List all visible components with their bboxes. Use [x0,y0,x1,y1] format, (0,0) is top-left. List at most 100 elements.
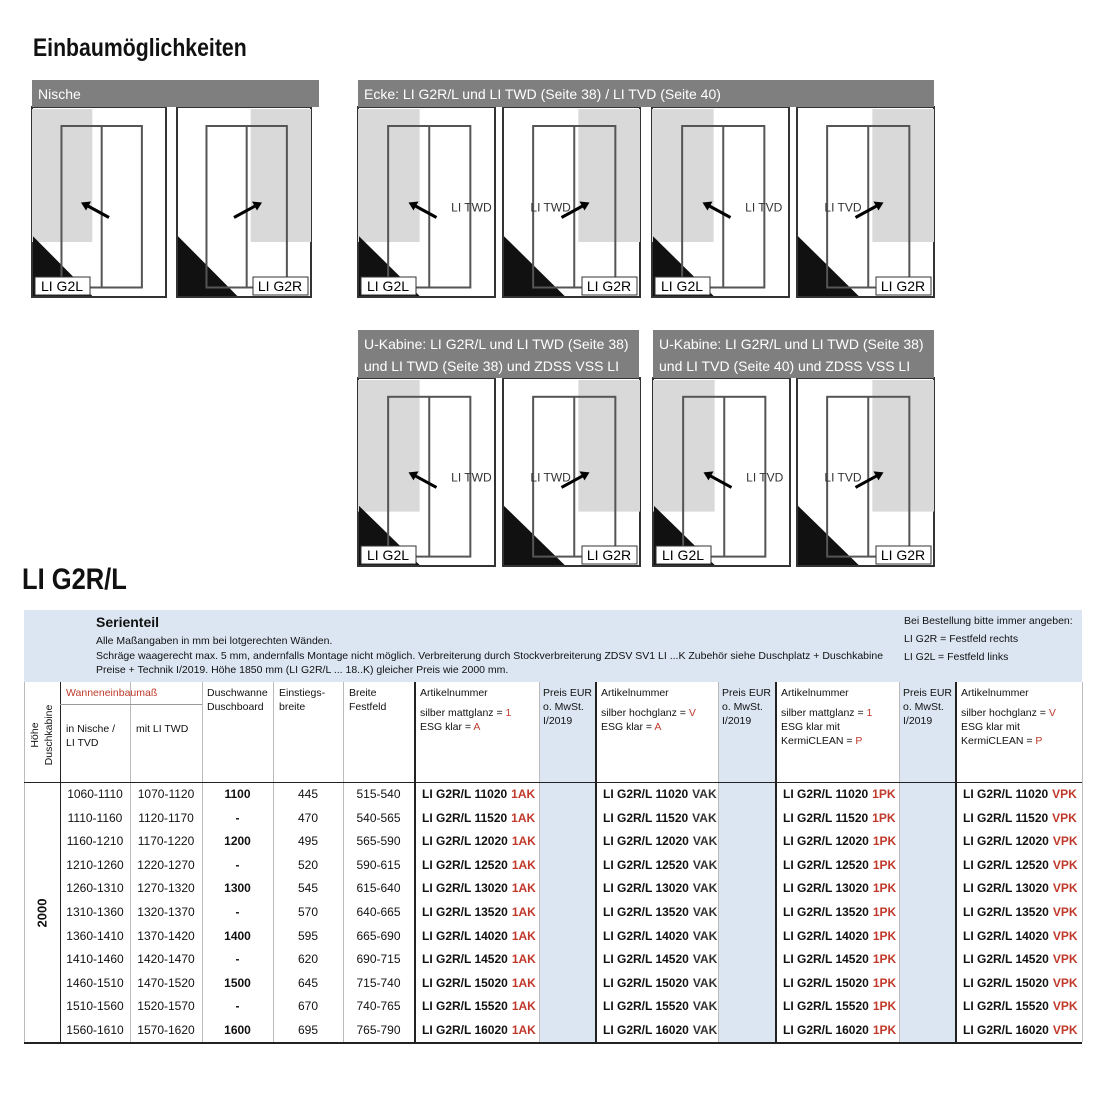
header-label: Einstiegs- breite [279,687,326,713]
article-code: VPK [1052,787,1077,801]
cell: 520 [297,857,319,872]
cell: 1410-1460 [66,952,124,967]
cell: 1110-1160 [67,810,123,825]
cell: 1360-1410 [66,928,124,943]
article-code: 1PK [872,928,897,943]
article-code: 1AK [511,881,536,896]
page-title: Einbaumöglichkeiten [33,34,247,62]
price-header: Preis EUR o. MwSt. I/2019 [903,686,952,728]
price-header-line: I/2019 [903,715,933,727]
column-line [24,682,25,1042]
column-line [414,682,416,1042]
cell: 620 [297,952,319,967]
wall [578,380,640,512]
article-base: LI G2R/L 11020 [603,787,689,801]
cell: - [235,905,240,919]
article-cell: LI G2R/L 11520 1PK [783,807,896,831]
article-code: VAK [692,952,718,967]
article-code: 1PK [872,881,897,896]
article-base: LI G2R/L 11520 [422,810,508,825]
wall [578,109,640,242]
inner-label: LI TVD [746,470,783,484]
cell: 640-665 [356,905,401,919]
order-note: LI G2L = Festfeld links [904,651,1009,663]
wall [250,109,311,242]
article-base: LI G2R/L 12520 [603,857,689,872]
cell: 1470-1520 [137,975,195,990]
header-text: ESG klar mit [781,721,840,733]
article-code: VPK [1052,857,1078,872]
panel: LI TVD LI G2L [652,377,791,567]
label-box [875,545,932,565]
article-code: 1AK [511,787,536,801]
arrow-head [873,201,884,211]
column-line [343,682,344,1042]
article-base: LI G2R/L 11020 [422,787,508,801]
article-cell: LI G2R/L 15020 VPK [963,972,1078,996]
cell: 1520-1570 [137,999,195,1014]
article-base: LI G2R/L 14520 [783,952,869,967]
header-text: Artikelnummer [420,687,488,699]
inner-label: LI TVD [824,201,861,215]
header-code: A [473,721,481,733]
article-cell: LI G2R/L 14520 1AK [422,948,536,972]
article-header: Artikelnummer silber hochglanz = V ESG kla… [601,686,696,734]
article-base: LI G2R/L 14020 [783,928,869,943]
cell: 1310-1360 [66,905,124,919]
section-header: Nische [32,80,319,107]
floor [504,505,565,565]
article-code: 1AK [511,905,536,919]
price-header-line: Preis EUR [543,687,593,699]
inner-label: LI TWD [451,470,492,484]
column-line [899,682,900,1042]
article-base: LI G2R/L 11020 [963,787,1049,801]
article-code: 1PK [872,999,897,1014]
arrow [560,474,585,489]
arrow [854,474,879,489]
article-base: LI G2R/L 11020 [783,787,869,801]
header-line: und LI TVD (Seite 40) und ZDSS VSS LI [659,358,911,374]
article-code: VPK [1052,928,1078,943]
header-line: ESG klar mit [961,720,1056,734]
article-base: LI G2R/L 11520 [783,810,869,825]
article-cell: LI G2R/L 15020 1PK [783,972,896,996]
price-header: Preis EUR o. MwSt. I/2019 [543,686,592,728]
floor [798,236,859,296]
header-line: KermiCLEAN = P [781,734,872,748]
header-text: KermiCLEAN = [781,735,856,747]
cell: 445 [297,787,319,801]
header-line: Artikelnummer [601,686,696,700]
article-code: 1AK [511,810,536,825]
height-value: 2000 [34,898,50,928]
article-base: LI G2R/L 12020 [603,834,689,849]
article-code: 1AK [511,1023,536,1037]
cell: 1560-1610 [66,1023,124,1037]
article-cell: LI G2R/L 16020 VPK [963,1019,1078,1043]
article-base: LI G2R/L 13020 [603,881,689,896]
panel-label: LI G2R [881,547,925,563]
cell: 695 [297,1023,319,1037]
info-note: Preise + Technik I/2019. Höhe 1850 mm (L… [96,664,509,676]
cell: 1600 [224,1023,251,1037]
cell: 1100 [224,787,251,801]
arrow [708,474,733,489]
header-code: V [688,707,696,719]
article-code: VAK [692,881,718,896]
panel-label: LI G2L [367,278,409,294]
cell: 1500 [224,975,251,990]
cell: 1370-1420 [137,928,195,943]
article-cell: LI G2R/L 15020 VAK [603,972,717,996]
header-text: ESG klar = [420,721,474,733]
article-code: VAK [692,905,718,919]
inner-label: LI TWD [530,470,571,484]
article-base: LI G2R/L 11520 [603,810,689,825]
panel-label: LI G2R [587,278,631,294]
cell: - [235,952,240,967]
header-text: KermiCLEAN = [961,735,1036,747]
article-code: 1PK [872,787,896,801]
arrow-head [703,471,714,481]
cell: 645 [297,975,319,990]
cell: 1220-1270 [137,857,195,872]
article-cell: LI G2R/L 14020 1PK [783,925,896,949]
header-line: Artikelnummer [781,686,872,700]
